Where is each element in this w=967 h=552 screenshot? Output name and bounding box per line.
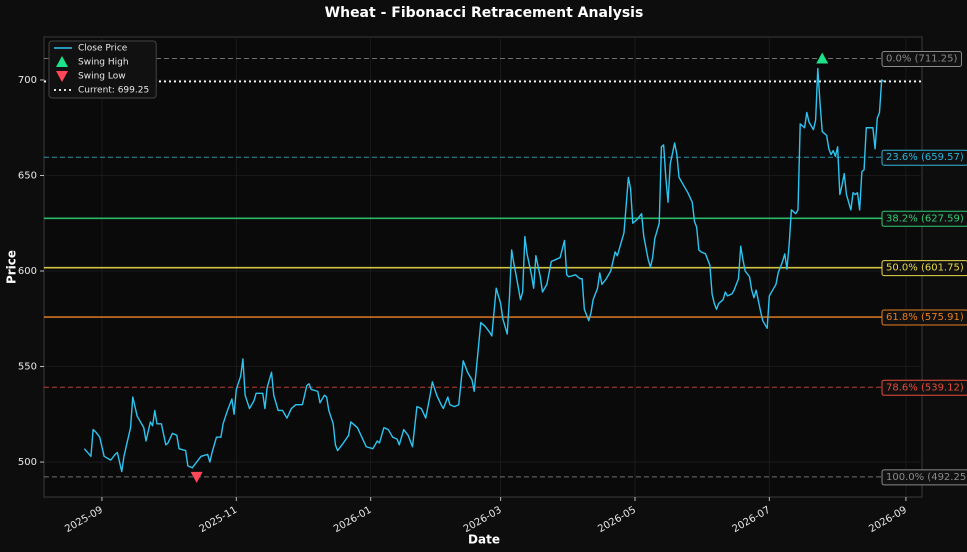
fib-level-label: 23.6% (659.57) <box>886 152 964 163</box>
fib-label-box <box>881 149 967 166</box>
legend-swatch <box>56 71 68 82</box>
chart-title: Wheat - Fibonacci Retracement Analysis <box>325 5 644 21</box>
fib-label-box <box>881 260 967 277</box>
legend-label: Close Price <box>78 44 128 54</box>
fib-level-label: 100.0% (492.25) <box>886 472 967 483</box>
fib-level-label: 38.2% (627.59) <box>886 213 964 224</box>
fib-level-tag: 38.2% (627.59) <box>881 210 967 227</box>
y-tick-label: 500 <box>18 457 37 468</box>
y-tick-label: 700 <box>18 75 37 86</box>
fib-level-label: 50.0% (601.75) <box>886 263 964 274</box>
fib-level-tag: 78.6% (539.12) <box>881 379 967 396</box>
legend-label: Current: 699.25 <box>78 86 149 96</box>
fib-level-tag: 100.0% (492.25) <box>881 469 967 486</box>
x-axis-label: Date <box>468 533 500 547</box>
y-tick-label: 650 <box>18 170 37 181</box>
fib-label-box <box>881 50 962 67</box>
legend-label: Swing Low <box>78 72 126 82</box>
fib-level-tag: 0.0% (711.25) <box>881 50 962 67</box>
fib-level-label: 78.6% (539.12) <box>886 382 964 393</box>
fib-level-tag: 61.8% (575.91) <box>881 309 967 326</box>
price-line <box>83 67 885 473</box>
legend-box <box>48 40 157 99</box>
y-axis-label: Price <box>5 250 19 284</box>
fib-label-box <box>881 210 967 227</box>
y-tick-label: 600 <box>18 266 37 277</box>
legend-label: Swing High <box>78 58 129 68</box>
swing-low-marker <box>190 471 203 483</box>
fib-level-label: 61.8% (575.91) <box>886 312 964 323</box>
fib-level-tag: 23.6% (659.57) <box>881 149 967 166</box>
legend-swatch <box>56 56 68 67</box>
fib-label-box <box>881 379 967 396</box>
fib-level-label: 0.0% (711.25) <box>886 53 957 64</box>
fib-label-box <box>881 309 967 326</box>
fib-level-tag: 50.0% (601.75) <box>881 260 967 277</box>
fib-label-box <box>881 469 967 486</box>
legend: Close Price Swing High Swing Low Current: 6… <box>48 40 157 99</box>
swing-high-marker <box>816 52 829 64</box>
y-tick-label: 550 <box>18 362 37 373</box>
